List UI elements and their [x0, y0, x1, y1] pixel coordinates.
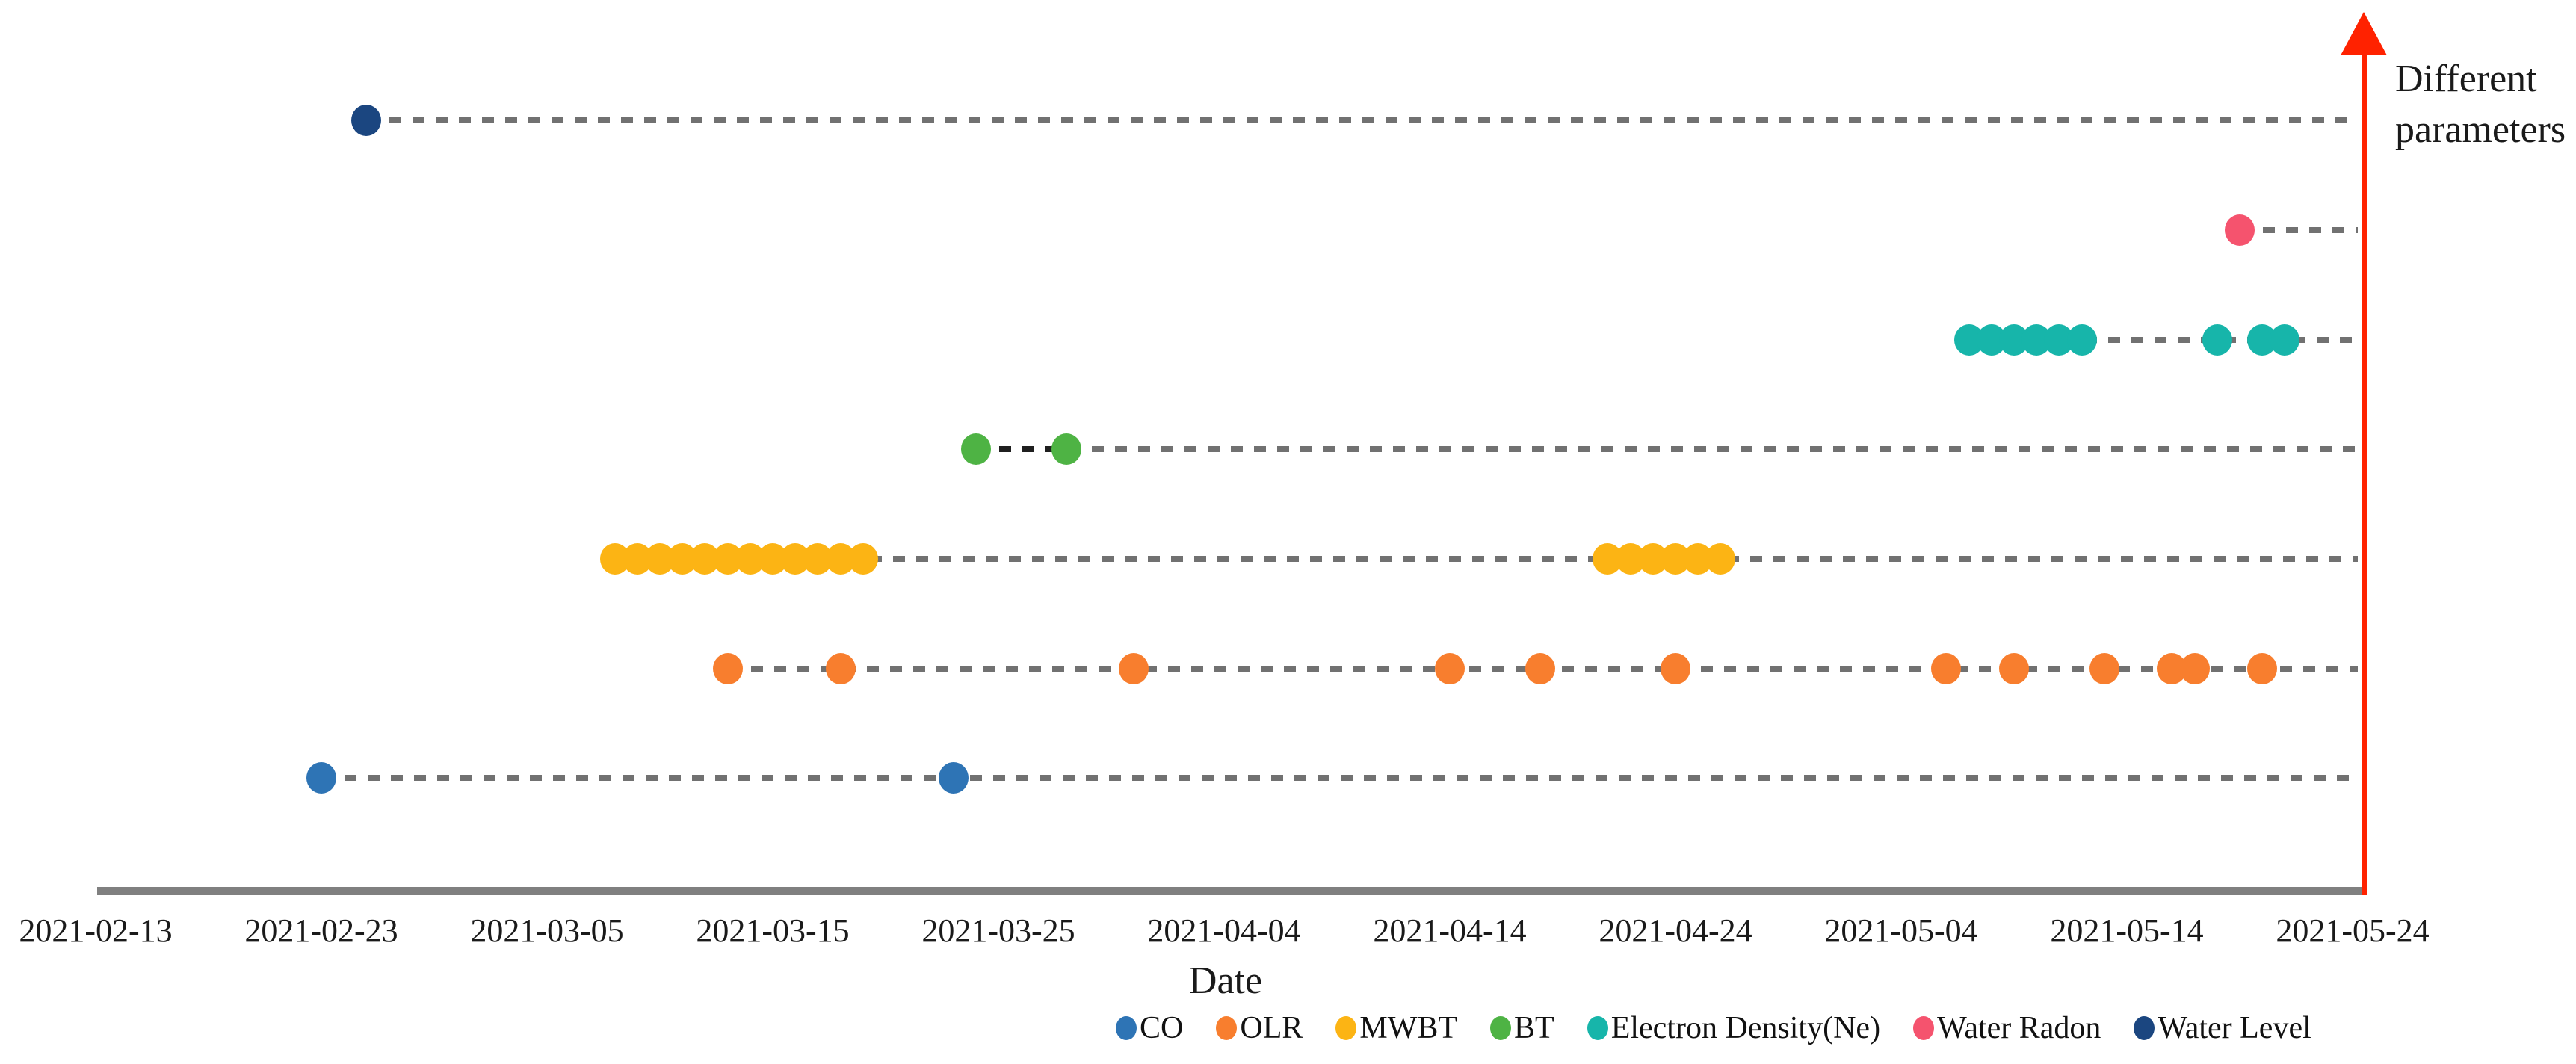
x-tick-label: 2021-03-05 [470, 912, 624, 949]
data-point [1119, 653, 1149, 684]
legend-item-water-radon: Water Radon [1913, 1010, 2101, 1046]
legend-label: OLR [1240, 1011, 1303, 1045]
legend-item-bt: BT [1490, 1010, 1554, 1046]
legend-marker-icon [1116, 1016, 1137, 1040]
legend: CO OLR MWBT BT Electron Density(Ne) Water Rad… [1116, 1010, 2311, 1046]
legend-item-olr: OLR [1216, 1010, 1303, 1046]
data-point [960, 433, 991, 465]
x-tick-label: 2021-05-14 [2050, 912, 2204, 949]
legend-marker-icon [1216, 1016, 1238, 1040]
guide-line-mwbt [614, 556, 2358, 562]
data-point [1931, 653, 1962, 684]
legend-marker-icon [1490, 1016, 1512, 1040]
data-point [2066, 324, 2097, 356]
x-tick-label: 2021-04-24 [1599, 912, 1752, 949]
data-point [938, 762, 969, 794]
legend-marker-icon [2134, 1016, 2155, 1040]
legend-label: MWBT [1359, 1011, 1458, 1045]
x-tick-label: 2021-02-23 [244, 912, 398, 949]
data-point [351, 105, 382, 136]
x-axis-title: Date [1188, 959, 1263, 1002]
x-tick-label: 2021-05-04 [1824, 912, 1978, 949]
x-tick-label: 2021-04-04 [1147, 912, 1301, 949]
data-point [2179, 653, 2210, 684]
y-axis-arrow-line [2362, 45, 2367, 895]
data-point [2270, 324, 2300, 356]
x-tick-label: 2021-05-24 [2276, 912, 2430, 949]
data-point [1705, 543, 1736, 575]
guide-line-electron-density-ne- [1968, 337, 2358, 343]
legend-item-water-level: Water Level [2134, 1010, 2311, 1046]
data-point [2247, 653, 2278, 684]
legend-label: Electron Density(Ne) [1610, 1011, 1881, 1045]
guide-line-water-level [366, 117, 2358, 123]
data-point [306, 762, 336, 794]
legend-label: BT [1514, 1011, 1554, 1045]
data-point [1051, 433, 1081, 465]
legend-marker-icon [1335, 1016, 1357, 1040]
connector-line [975, 446, 1066, 452]
data-point [1435, 653, 1465, 684]
x-tick-label: 2021-02-13 [19, 912, 173, 949]
legend-item-electron-density-ne-: Electron Density(Ne) [1587, 1010, 1880, 1046]
y-axis-label-line1: Different [2395, 58, 2537, 100]
x-axis-line [97, 887, 2367, 895]
legend-item-mwbt: MWBT [1335, 1010, 1457, 1046]
data-point [712, 653, 743, 684]
x-tick-label: 2021-03-25 [921, 912, 1075, 949]
guide-line-bt [975, 446, 2358, 452]
legend-label: Water Radon [1937, 1011, 2101, 1045]
data-point [2089, 653, 2119, 684]
data-point [1525, 653, 1555, 684]
legend-marker-icon [1913, 1016, 1935, 1040]
data-point [825, 653, 856, 684]
y-axis-arrow-head [2341, 12, 2387, 55]
data-point [1999, 653, 2029, 684]
legend-label: Water Level [2158, 1011, 2311, 1045]
data-point [847, 543, 878, 575]
guide-line-co [321, 775, 2358, 781]
legend-label: CO [1140, 1011, 1184, 1045]
data-point [1661, 653, 1690, 684]
y-axis-label: Different parameters [2395, 54, 2566, 155]
x-tick-label: 2021-03-15 [696, 912, 850, 949]
data-point [2225, 214, 2255, 246]
guide-line-water-radon [2240, 227, 2358, 233]
legend-item-co: CO [1116, 1010, 1183, 1046]
y-axis-label-line2: parameters [2395, 108, 2566, 151]
legend-marker-icon [1587, 1016, 1608, 1040]
x-tick-label: 2021-04-14 [1373, 912, 1527, 949]
data-point [2202, 324, 2232, 356]
